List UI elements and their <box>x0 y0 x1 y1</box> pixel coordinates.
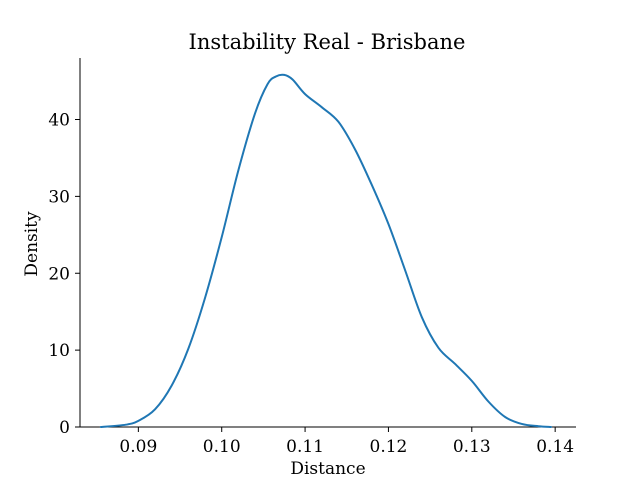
ticks-layer: 0.09 0.10 0.11 0.12 0.13 0.14 0 10 20 30 40 <box>48 111 574 458</box>
y-axis-label: Density <box>22 211 42 277</box>
series-layer <box>99 73 552 428</box>
x-tick-label: 0.09 <box>119 437 157 457</box>
x-tick-label: 0.14 <box>536 437 574 457</box>
y-tick-label: 0 <box>59 418 70 438</box>
x-tick-label: 0.10 <box>203 437 241 457</box>
x-tick-label: 0.13 <box>453 437 491 457</box>
y-tick-label: 40 <box>48 111 70 131</box>
x-tick-label: 0.11 <box>286 437 324 457</box>
x-tick-label: 0.12 <box>370 437 408 457</box>
x-axis-label: Distance <box>290 459 365 479</box>
y-tick-label: 30 <box>48 187 70 207</box>
density-series-line <box>99 73 552 428</box>
y-tick-label: 20 <box>48 264 70 284</box>
y-tick-label: 10 <box>48 341 70 361</box>
chart-title: Instability Real - Brisbane <box>189 30 466 54</box>
